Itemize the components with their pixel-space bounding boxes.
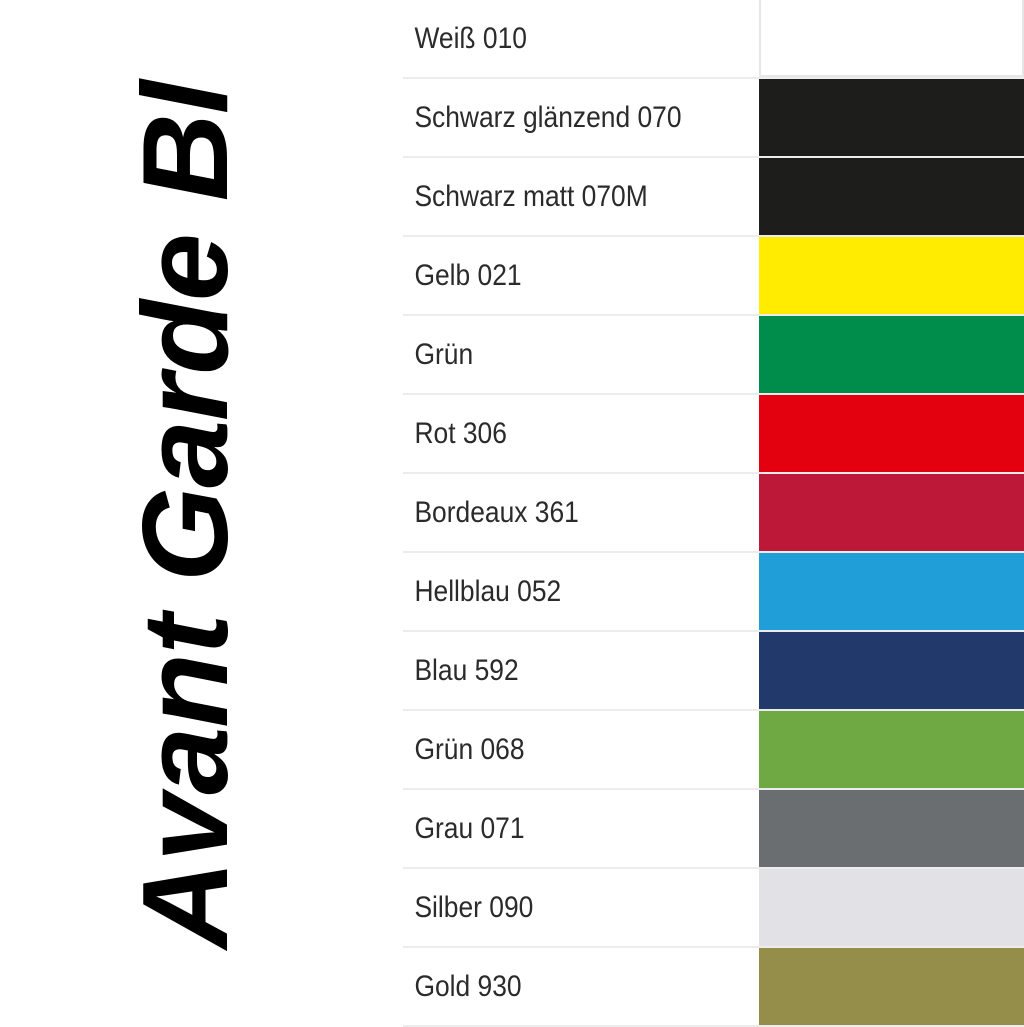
color-swatch bbox=[759, 316, 1024, 393]
color-row: Schwarz glänzend 070 bbox=[403, 79, 1024, 158]
color-row: Grün bbox=[403, 316, 1024, 395]
color-swatch bbox=[759, 158, 1024, 235]
color-row: Grün 068 bbox=[403, 711, 1024, 790]
color-row: Rot 306 bbox=[403, 395, 1024, 474]
color-swatch bbox=[759, 0, 1024, 77]
color-swatch bbox=[759, 553, 1024, 630]
color-swatch bbox=[759, 395, 1024, 472]
color-row: Bordeaux 361 bbox=[403, 474, 1024, 553]
color-row: Blau 592 bbox=[403, 632, 1024, 711]
color-row: Gold 930 bbox=[403, 948, 1024, 1027]
color-swatch bbox=[759, 474, 1024, 551]
color-swatch bbox=[759, 790, 1024, 867]
color-label: Silber 090 bbox=[414, 890, 534, 924]
color-label: Grün bbox=[414, 337, 474, 371]
color-row: Gelb 021 bbox=[403, 237, 1024, 316]
color-label: Gold 930 bbox=[414, 969, 522, 1003]
color-label: Hellblau 052 bbox=[414, 574, 562, 608]
color-swatch bbox=[759, 79, 1024, 156]
color-label: Schwarz matt 070M bbox=[414, 179, 648, 213]
color-label: Schwarz glänzend 070 bbox=[414, 100, 682, 134]
color-label: Gelb 021 bbox=[414, 258, 522, 292]
color-swatch bbox=[759, 948, 1024, 1025]
color-row: Silber 090 bbox=[403, 869, 1024, 948]
color-swatch bbox=[759, 869, 1024, 946]
color-row: Weiß 010 bbox=[403, 0, 1024, 79]
color-row: Grau 071 bbox=[403, 790, 1024, 869]
color-swatch bbox=[759, 237, 1024, 314]
color-label: Grün 068 bbox=[414, 732, 525, 766]
color-label: Grau 071 bbox=[414, 811, 525, 845]
color-row: Schwarz matt 070M bbox=[403, 158, 1024, 237]
color-label: Rot 306 bbox=[414, 416, 507, 450]
color-label: Blau 592 bbox=[414, 653, 519, 687]
color-label: Bordeaux 361 bbox=[414, 495, 579, 529]
color-row: Hellblau 052 bbox=[403, 553, 1024, 632]
color-label: Weiß 010 bbox=[414, 21, 527, 55]
color-table: Weiß 010 Schwarz glänzend 070 Schwarz matt… bbox=[403, 0, 1024, 1027]
color-swatch bbox=[759, 711, 1024, 788]
font-name-title: Avant Garde Bl bbox=[117, 81, 253, 949]
color-swatch bbox=[759, 632, 1024, 709]
